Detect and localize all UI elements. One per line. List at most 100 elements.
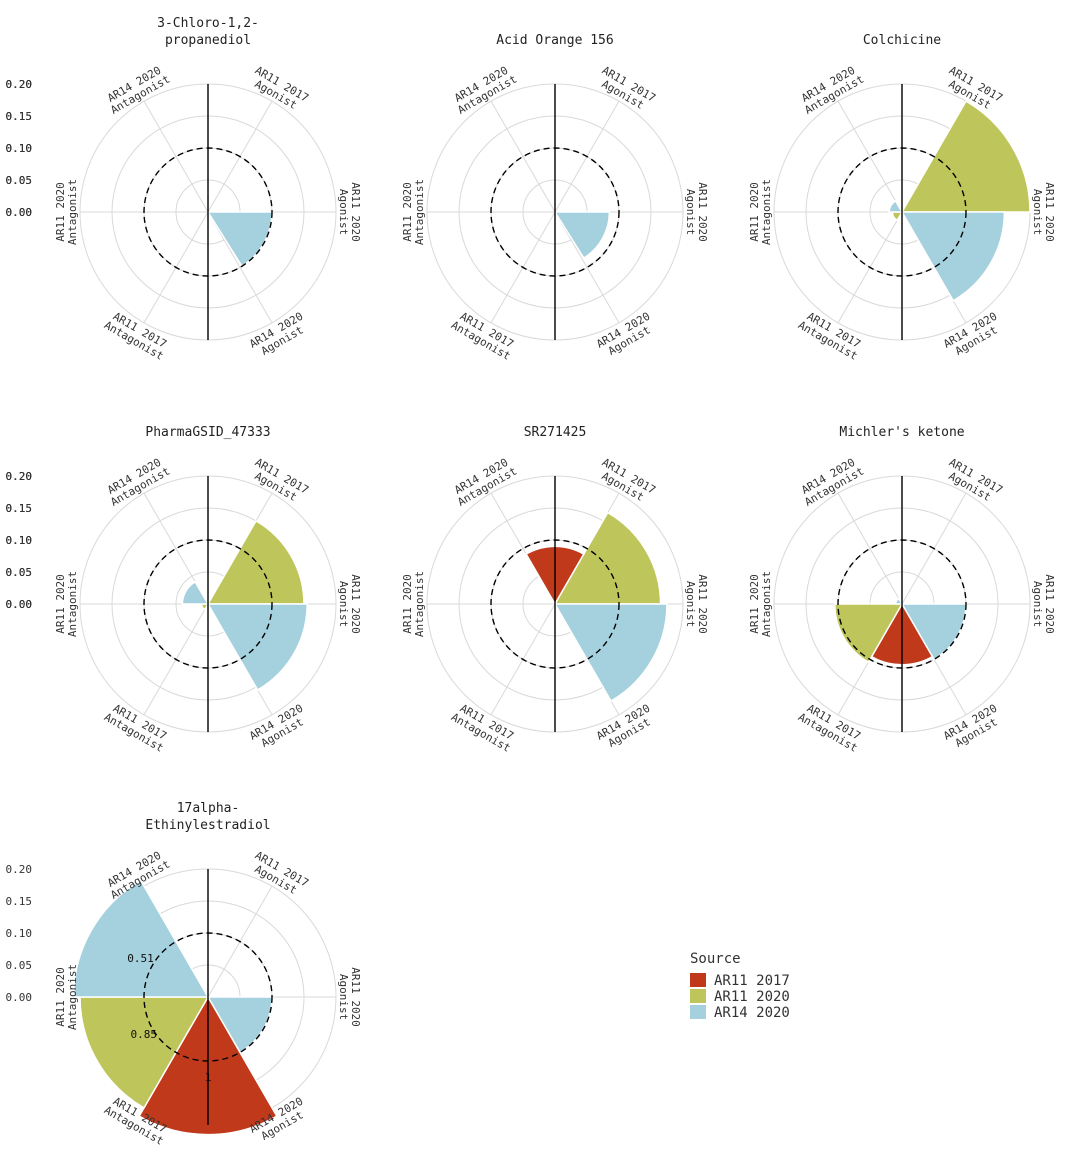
category-label: AR14 2020Agonist (594, 702, 658, 753)
radial-tick-label: 0.00 (6, 206, 33, 219)
category-label: AR11 2017Agonist (247, 64, 311, 115)
radial-tick-label: 0.15 (6, 895, 33, 908)
radial-tick-label: 0.20 (6, 470, 33, 483)
bar-ar11-2020 (79, 996, 210, 1109)
radial-tick-label: 0.00 (6, 991, 33, 1004)
category-label: AR11 2020Agonist (684, 574, 709, 634)
radial-tick-label: 0.15 (6, 110, 33, 123)
category-label: AR11 2020Agonist (337, 574, 362, 634)
category-label: AR11 2017Antagonist (102, 308, 172, 363)
radial-tick-label: 0.20 (6, 78, 33, 91)
category-label: AR14 2020Antagonist (796, 454, 866, 509)
category-label: AR11 2017Agonist (247, 849, 311, 900)
panel-4: SR271425 0.00 0.05 0.10 0.15 0.20 AR11 2017Ago… (6, 425, 710, 755)
category-label: AR11 2017Antagonist (102, 700, 172, 755)
category-label: AR11 2020Antagonist (401, 571, 426, 637)
category-label: AR14 2020Antagonist (102, 62, 172, 117)
category-label: AR11 2017Antagonist (796, 700, 866, 755)
bar-ar14-2020 (181, 580, 210, 605)
radial-tick-label: 0.15 (6, 502, 33, 515)
bar-ar14-2020 (900, 211, 1006, 302)
radial-tick-label: 0.10 (6, 142, 33, 155)
radial-tick-label: 0.00 (6, 598, 33, 611)
grid-spoke (143, 100, 209, 213)
radial-tick-label: 0.05 (6, 174, 33, 187)
category-label: AR11 2020Antagonist (748, 179, 773, 245)
bar-ar11-2020 (891, 211, 904, 222)
radial-tick-label: 0.15 (6, 110, 33, 123)
legend-title: Source (690, 951, 741, 967)
legend-entry-label: AR11 2017 (714, 973, 790, 989)
grid-spoke (490, 100, 556, 213)
category-label: AR11 2017Antagonist (449, 700, 519, 755)
radial-tick-label: 0.20 (6, 470, 33, 483)
category-label: AR11 2017Antagonist (796, 308, 866, 363)
radial-tick-label: 0.05 (6, 174, 33, 187)
legend-swatch (690, 1005, 706, 1019)
grid-spoke (837, 492, 903, 605)
category-label: AR14 2020Antagonist (102, 454, 172, 509)
category-label: AR11 2020Agonist (337, 967, 362, 1027)
category-label: AR14 2020Agonist (247, 310, 311, 361)
bar-ar14-2020 (206, 603, 308, 691)
radial-tick-label: 0.10 (6, 142, 33, 155)
grid-spoke (837, 100, 903, 213)
category-label: AR11 2020Antagonist (748, 571, 773, 637)
category-label: AR11 2020Antagonist (54, 964, 79, 1030)
panel-title: Ethinylestradiol (145, 818, 270, 833)
radial-tick-label: 0.10 (6, 534, 33, 547)
panel-title: 3-Chloro-1,2- (157, 16, 259, 31)
panel-title: PharmaGSID_47333 (145, 425, 270, 440)
category-label: AR11 2017Antagonist (449, 308, 519, 363)
panel-title: Acid Orange 156 (496, 33, 613, 48)
radial-tick-label: 0.10 (6, 142, 33, 155)
bar-ar14-2020 (888, 199, 904, 213)
category-label: AR14 2020Antagonist (449, 454, 519, 509)
category-label: AR11 2020Antagonist (54, 179, 79, 245)
legend-swatch (690, 989, 706, 1003)
category-label: AR11 2017Agonist (594, 456, 658, 507)
bar-ar11-2020 (200, 603, 210, 611)
bar-ar11-2020 (834, 603, 904, 664)
category-label: AR11 2017Agonist (247, 456, 311, 507)
radial-tick-label: 0.00 (6, 598, 33, 611)
bar-value-label: 0.51 (127, 952, 154, 965)
bar-ar14-2020 (206, 211, 273, 268)
category-label: AR11 2020Antagonist (401, 179, 426, 245)
radial-tick-label: 0.05 (6, 566, 33, 579)
category-label: AR14 2020Agonist (941, 310, 1005, 361)
category-label: AR11 2020Agonist (684, 182, 709, 242)
radial-tick-label: 0.00 (6, 598, 33, 611)
category-label: AR11 2020Agonist (1031, 574, 1056, 634)
bar-ar14-2020 (72, 879, 210, 998)
panel-title: Colchicine (863, 33, 941, 48)
legend-entry-label: AR14 2020 (714, 1005, 790, 1021)
radial-tick-label: 0.20 (6, 78, 33, 91)
radial-tick-label: 0.10 (6, 534, 33, 547)
legend-swatch (690, 973, 706, 987)
category-label: AR14 2020Antagonist (796, 62, 866, 117)
panel-0: 3-Chloro-1,2- propanediol 0.00 0.05 0.10 0.15… (6, 16, 363, 363)
panel-title: propanediol (165, 33, 251, 48)
bar-ar11-2020 (900, 100, 1031, 213)
bar-ar11-2020 (553, 511, 662, 605)
panel-6: 17alpha-Ethinylestradiol10.850.510.000.0… (6, 801, 363, 1148)
legend-entry-label: AR11 2020 (714, 989, 790, 1005)
category-label: AR11 2017Agonist (594, 64, 658, 115)
radial-tick-label: 0.05 (6, 174, 33, 187)
category-label: AR14 2020Agonist (247, 702, 311, 753)
radial-tick-label: 0.15 (6, 502, 33, 515)
category-label: AR14 2020Agonist (941, 702, 1005, 753)
radial-tick-label: 0.20 (6, 78, 33, 91)
category-label: AR14 2020Agonist (594, 310, 658, 361)
panel-title: 17alpha- (177, 801, 240, 816)
radial-tick-label: 0.10 (6, 927, 33, 940)
radial-tick-label: 0.20 (6, 470, 33, 483)
bar-ar14-2020 (553, 603, 668, 703)
panel-3: PharmaGSID_47333 0.00 0.05 0.10 0.15 0.20 AR11… (6, 425, 363, 755)
bar-ar14-2020 (553, 211, 611, 260)
radial-tick-label: 0.15 (6, 110, 33, 123)
category-label: AR14 2020Antagonist (449, 62, 519, 117)
